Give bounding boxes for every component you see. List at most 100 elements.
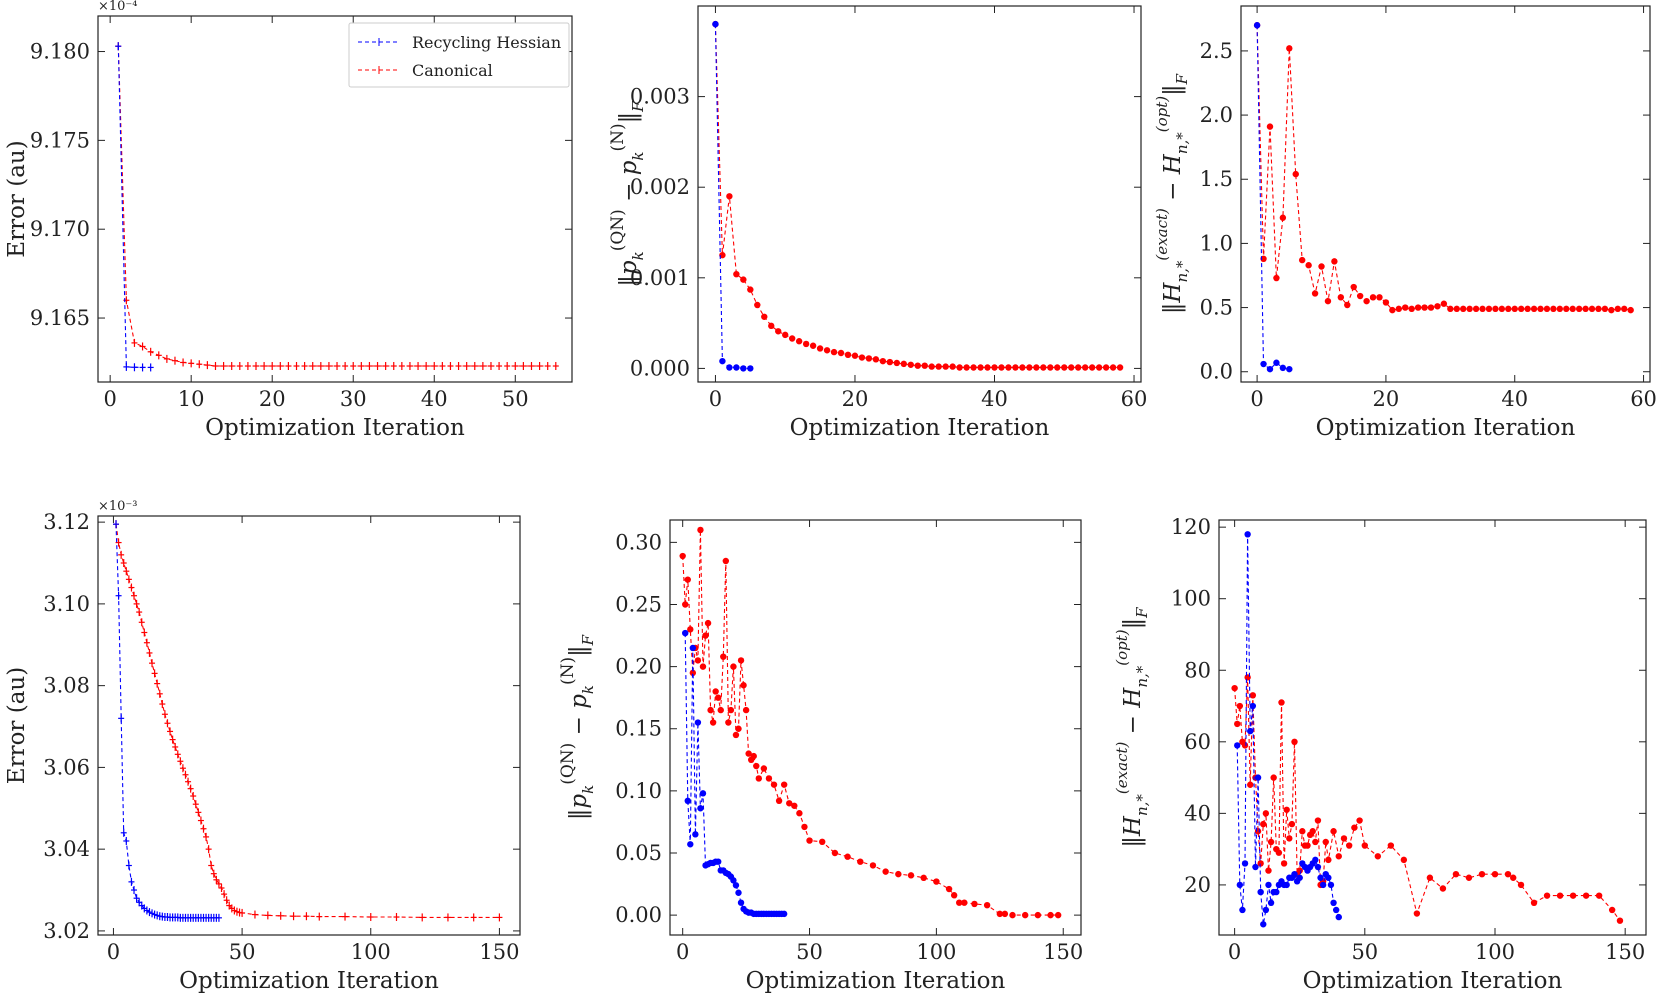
- data-point-canonical: [1273, 274, 1280, 282]
- data-point-canonical: [782, 331, 789, 339]
- y-offset-label: ×10⁻³: [98, 499, 138, 514]
- data-point-canonical: [715, 694, 722, 701]
- data-point-canonical: [1311, 290, 1319, 297]
- data-point-canonical: [1426, 874, 1434, 881]
- data-point-canonical: [831, 849, 839, 857]
- data-point-canonical: [961, 899, 968, 906]
- data-point-canonical: [1061, 364, 1068, 371]
- data-point-recycling: [1260, 360, 1267, 368]
- data-point-canonical: [1363, 297, 1370, 305]
- data-point-canonical: [1491, 870, 1499, 878]
- data-point-recycling: [682, 629, 689, 637]
- data-point-canonical: [914, 362, 921, 369]
- legend-label-recycling: Recycling Hessian: [412, 33, 561, 52]
- y-tick-label: 0.05: [615, 841, 662, 865]
- data-point-recycling: [1325, 874, 1332, 881]
- legend-frame: [348, 22, 570, 88]
- data-point-canonical: [1588, 305, 1596, 313]
- data-point-canonical: [851, 352, 859, 359]
- data-point-recycling: [1327, 881, 1335, 889]
- data-point-canonical: [1498, 305, 1506, 313]
- data-point-canonical: [998, 364, 1005, 371]
- data-point-canonical: [949, 363, 956, 370]
- data-point-canonical: [1298, 256, 1306, 264]
- series-line-recycling: [117, 46, 151, 368]
- data-point-canonical: [737, 657, 745, 664]
- data-point-canonical: [722, 557, 730, 565]
- data-point-canonical: [1345, 842, 1353, 849]
- data-point-canonical: [1402, 304, 1409, 311]
- data-point-canonical: [707, 706, 714, 714]
- x-tick-label: 50: [229, 940, 256, 964]
- data-point-canonical: [1247, 781, 1254, 788]
- data-point-canonical: [1479, 305, 1486, 313]
- data-point-canonical: [1314, 817, 1322, 824]
- data-point-canonical: [907, 361, 914, 368]
- y-axis-label: Error (au): [4, 667, 30, 784]
- data-point-canonical: [786, 800, 793, 807]
- data-point-canonical: [1081, 364, 1089, 371]
- data-point-canonical: [1395, 305, 1403, 313]
- x-axis-label: Optimization Iteration: [1303, 968, 1563, 994]
- series-line-recycling: [1236, 534, 1340, 925]
- data-point-canonical: [1324, 297, 1332, 305]
- data-point-canonical: [1447, 305, 1454, 313]
- data-point-recycling: [733, 364, 740, 371]
- data-point-canonical: [1460, 305, 1467, 313]
- data-point-canonical: [1054, 911, 1062, 919]
- data-point-canonical: [1537, 305, 1544, 313]
- data-point-canonical: [1556, 305, 1564, 313]
- data-point-canonical: [802, 340, 810, 348]
- data-point-canonical: [1504, 870, 1512, 878]
- data-point-canonical: [788, 335, 796, 342]
- y-tick-label: 1.0: [1200, 231, 1233, 255]
- data-point-canonical: [1582, 305, 1589, 313]
- data-point-canonical: [1088, 364, 1096, 371]
- data-point-canonical: [750, 752, 757, 760]
- data-point-canonical: [1543, 305, 1551, 313]
- panel-bottom-right: 0 50 100 150 20 40 60 80 100 120 Optimization Iter…: [1113, 515, 1647, 994]
- data-point-canonical: [844, 853, 851, 860]
- data-point-canonical: [1330, 828, 1337, 835]
- x-tick-label: 40: [421, 387, 448, 411]
- data-point-canonical: [1627, 306, 1634, 314]
- y-tick-label: 0.000: [630, 356, 690, 380]
- data-point-canonical: [1322, 838, 1329, 846]
- data-point-recycling: [689, 644, 697, 652]
- data-point-canonical: [754, 301, 761, 309]
- data-point-canonical: [1434, 303, 1441, 310]
- data-point-canonical: [1569, 305, 1576, 313]
- plot-frame: [1218, 519, 1647, 936]
- data-point-canonical: [895, 870, 902, 878]
- data-point-canonical: [942, 363, 949, 370]
- series-line-canonical: [115, 524, 500, 918]
- data-point-canonical: [1019, 364, 1026, 371]
- x-axis-label: Optimization Iteration: [790, 415, 1050, 441]
- data-point-canonical: [1068, 364, 1075, 371]
- data-point-canonical: [872, 356, 880, 363]
- y-tick-label: 2.0: [1200, 103, 1233, 127]
- data-point-recycling: [1286, 365, 1293, 373]
- data-point-canonical: [858, 354, 866, 361]
- data-point-canonical: [1543, 892, 1551, 899]
- x-tick-label: 0: [709, 387, 722, 411]
- series-line-canonical: [1256, 25, 1631, 311]
- data-point-canonical: [1550, 305, 1557, 313]
- x-tick-label: 150: [479, 940, 519, 964]
- data-point-canonical: [1478, 870, 1486, 878]
- data-point-canonical: [761, 313, 768, 320]
- data-point-canonical: [882, 868, 889, 875]
- x-tick-label: 20: [1373, 387, 1400, 411]
- data-point-canonical: [725, 719, 732, 726]
- data-point-recycling: [747, 365, 754, 372]
- data-point-canonical: [1466, 305, 1473, 313]
- data-point-recycling: [687, 841, 694, 848]
- data-point-canonical: [726, 193, 733, 200]
- data-point-canonical: [950, 892, 958, 899]
- data-point-canonical: [921, 362, 928, 369]
- y-axis-label: Error (au): [4, 140, 30, 257]
- data-point-recycling: [780, 910, 788, 918]
- data-point-canonical: [1286, 45, 1293, 52]
- data-point-canonical: [1465, 874, 1473, 881]
